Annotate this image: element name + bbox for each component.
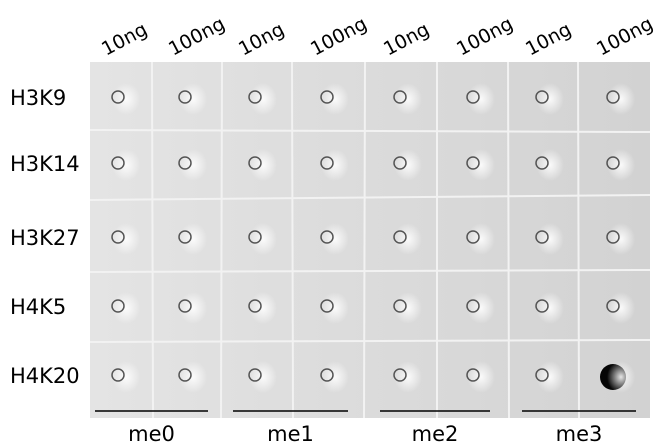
group-label: me1	[267, 422, 314, 446]
spot-halo	[179, 149, 207, 181]
row-label: H3K14	[10, 152, 80, 176]
spot-halo	[112, 223, 140, 255]
spot-marker	[393, 299, 407, 313]
spot-marker	[393, 90, 407, 104]
spot-marker	[111, 156, 125, 170]
spot-marker	[393, 156, 407, 170]
spot-marker	[248, 156, 262, 170]
spot-halo	[394, 223, 422, 255]
spot-halo	[321, 292, 349, 324]
spot-halo	[321, 149, 349, 181]
spot-marker	[535, 90, 549, 104]
spot-marker	[535, 368, 549, 382]
group-label: me2	[412, 422, 459, 446]
spot-halo	[321, 223, 349, 255]
group-label: me3	[556, 422, 603, 446]
spot-halo	[249, 83, 277, 115]
spot-halo	[179, 223, 207, 255]
spot-halo	[179, 361, 207, 393]
column-label: 100ng	[453, 13, 517, 61]
spot-halo	[536, 292, 564, 324]
spot-marker	[466, 368, 480, 382]
spot-marker	[466, 230, 480, 244]
spot-halo	[607, 83, 635, 115]
spot-halo	[607, 223, 635, 255]
spot-halo	[536, 149, 564, 181]
spot-marker	[178, 299, 192, 313]
spot-marker	[320, 368, 334, 382]
spot-marker	[320, 230, 334, 244]
spot-marker	[248, 299, 262, 313]
spot-halo	[394, 361, 422, 393]
row-label: H4K20	[10, 364, 80, 388]
spot-marker	[178, 90, 192, 104]
spot-halo	[321, 361, 349, 393]
spot-halo	[112, 149, 140, 181]
spot-halo	[249, 361, 277, 393]
spot-halo	[536, 361, 564, 393]
membrane	[90, 62, 650, 418]
spot-marker	[535, 299, 549, 313]
spot-halo	[467, 83, 495, 115]
group-label: me0	[128, 422, 175, 446]
spot-halo	[179, 292, 207, 324]
spot-marker	[178, 230, 192, 244]
spot-halo	[467, 292, 495, 324]
spot-marker	[466, 156, 480, 170]
spot-marker	[320, 156, 334, 170]
spot-marker	[111, 299, 125, 313]
row-label: H3K27	[10, 226, 80, 250]
spot-halo	[394, 83, 422, 115]
column-label: 100ng	[307, 13, 371, 61]
spot-halo	[536, 83, 564, 115]
spot-halo	[536, 223, 564, 255]
column-label: 10ng	[235, 18, 288, 60]
spot-marker	[535, 230, 549, 244]
membrane-grid	[89, 61, 651, 419]
row-label: H3K9	[10, 86, 66, 110]
row-label: H4K5	[10, 295, 66, 319]
spot-halo	[607, 361, 635, 393]
spot-halo	[112, 361, 140, 393]
column-label: 10ng	[380, 18, 433, 60]
spot-halo	[607, 149, 635, 181]
column-label: 10ng	[98, 18, 151, 60]
spot-marker	[111, 230, 125, 244]
spot-halo	[112, 83, 140, 115]
spot-halo	[179, 83, 207, 115]
spot-halo	[249, 223, 277, 255]
spot-marker	[393, 230, 407, 244]
spot-halo	[112, 292, 140, 324]
spot-marker	[320, 299, 334, 313]
spot-marker	[248, 230, 262, 244]
spot-marker	[466, 90, 480, 104]
column-label: 100ng	[165, 13, 229, 61]
spot-halo	[394, 149, 422, 181]
spot-marker	[606, 90, 620, 104]
spot-marker	[320, 90, 334, 104]
spot-marker	[248, 90, 262, 104]
spot-halo	[467, 149, 495, 181]
spot-marker	[466, 299, 480, 313]
spot-marker	[248, 368, 262, 382]
spot-marker	[111, 368, 125, 382]
spot-halo	[249, 149, 277, 181]
spot-marker	[178, 368, 192, 382]
spot-halo	[249, 292, 277, 324]
spot-halo	[467, 223, 495, 255]
spot-halo	[394, 292, 422, 324]
spot-marker	[111, 90, 125, 104]
spot-halo	[607, 292, 635, 324]
spot-marker	[178, 156, 192, 170]
spot-marker	[393, 368, 407, 382]
spot-halo	[467, 361, 495, 393]
spot-marker	[535, 156, 549, 170]
column-label: 10ng	[522, 18, 575, 60]
spot-marker	[606, 156, 620, 170]
spot-marker	[606, 299, 620, 313]
spot-halo	[321, 83, 349, 115]
spot-marker	[606, 230, 620, 244]
column-label: 100ng	[593, 13, 657, 61]
